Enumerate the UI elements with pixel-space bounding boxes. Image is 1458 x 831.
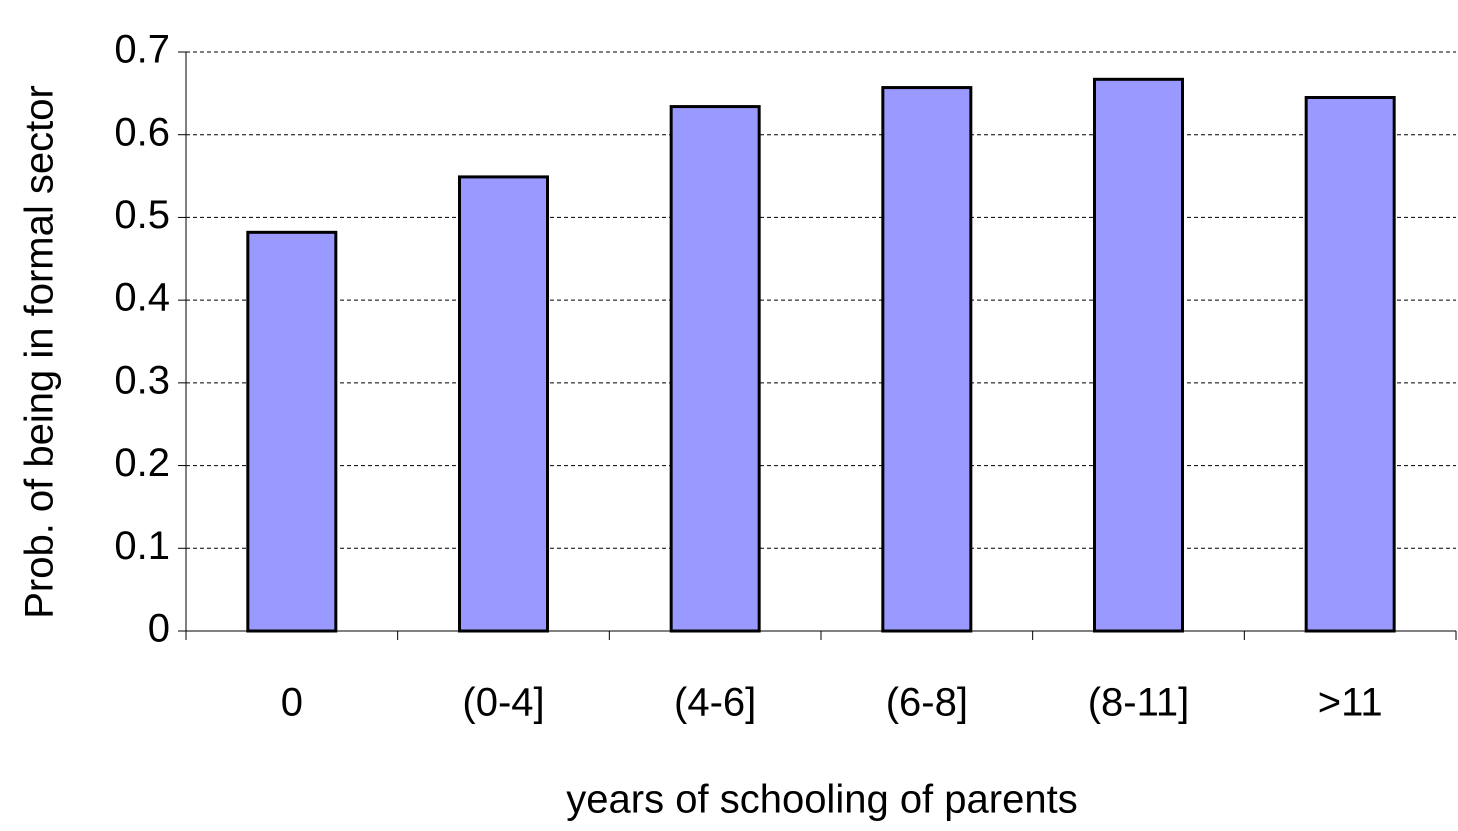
bar [1304,95,1396,633]
x-axis-label: years of schooling of parents [566,778,1077,822]
x-tick-label: (6-8] [886,681,968,725]
y-tick-label: 0.6 [114,110,170,154]
bar [246,230,338,633]
y-tick-label: 0.7 [114,28,170,72]
x-tick-label: (8-11] [1088,681,1190,725]
y-tick-label: 0.2 [114,441,170,485]
y-tick-label: 0 [148,607,170,651]
bar [881,86,973,633]
y-tick-label: 0.3 [114,358,170,402]
y-tick-label: 0.4 [114,276,170,320]
x-tick-label: (0-4] [462,681,544,725]
y-tick-label: 0.1 [114,524,170,568]
bar [458,175,549,633]
y-tick-label: 0.5 [114,193,170,237]
x-tick-label: 0 [281,681,303,725]
y-axis-label: Prob. of being in formal sector [18,85,62,619]
bar [669,105,761,633]
bar [1093,77,1184,633]
x-tick-label: >11 [1318,681,1383,725]
x-tick-label: (4-6] [674,681,756,725]
